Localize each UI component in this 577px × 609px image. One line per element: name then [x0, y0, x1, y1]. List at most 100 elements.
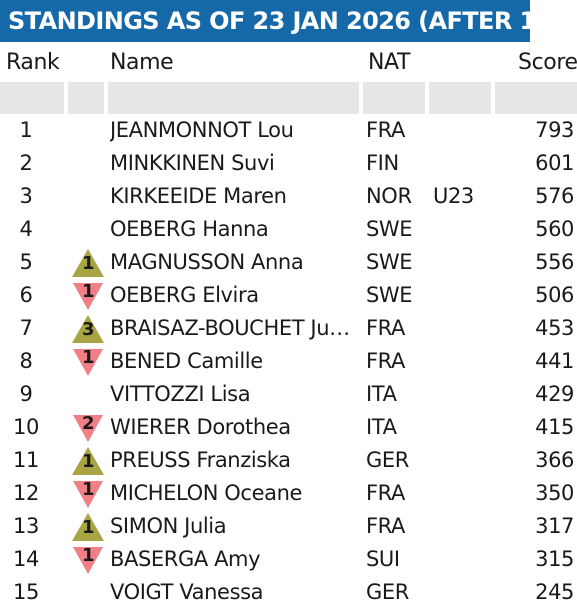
athlete-name: OEBERG Hanna	[110, 217, 269, 241]
category-badge	[433, 411, 493, 444]
score-value: 366	[535, 448, 574, 472]
category-badge	[433, 510, 493, 543]
rank-column-header[interactable]: Rank	[6, 50, 60, 75]
table-row[interactable]: 10 2 WIERER Dorothea ITA 415	[0, 411, 577, 444]
nation-code: ITA	[366, 415, 397, 439]
rank-down-icon	[73, 547, 103, 574]
rank-cell: 12	[13, 481, 39, 505]
athlete-name: JEANMONNOT Lou	[110, 118, 294, 142]
rank-change-cell: 1	[70, 345, 106, 378]
rank-change-cell: 1	[70, 477, 106, 510]
category-badge	[433, 114, 493, 147]
athlete-name: MAGNUSSON Anna	[110, 250, 304, 274]
table-row[interactable]: 15 VOIGT Vanessa GER 245	[0, 576, 577, 609]
rank-change-cell: 1	[70, 444, 106, 477]
category-badge	[433, 378, 493, 411]
rank-down-icon	[73, 283, 103, 310]
nation-code: SWE	[366, 217, 413, 241]
category-badge	[433, 444, 493, 477]
nation-code: FRA	[366, 481, 405, 505]
rank-change-value: 1	[81, 281, 95, 302]
rank-down-icon	[73, 415, 103, 442]
header-bar-change	[68, 82, 104, 114]
score-value: 350	[535, 481, 574, 505]
rank-up-icon	[72, 447, 104, 475]
table-row[interactable]: 6 1 OEBERG Elvira SWE 506	[0, 279, 577, 312]
athlete-name: SIMON Julia	[110, 514, 227, 538]
category-badge	[433, 279, 493, 312]
table-row[interactable]: 12 1 MICHELON Oceane FRA 350	[0, 477, 577, 510]
rank-change-value: 1	[81, 545, 95, 566]
category-badge	[433, 213, 493, 246]
rank-change-cell	[70, 147, 106, 180]
rank-cell: 13	[13, 514, 39, 538]
header-bar-nat	[363, 82, 425, 114]
table-row[interactable]: 11 1 PREUSS Franziska GER 366	[0, 444, 577, 477]
rank-cell: 9	[19, 382, 33, 406]
athlete-name: PREUSS Franziska	[110, 448, 291, 472]
category-badge	[433, 543, 493, 576]
rank-change-cell: 2	[70, 411, 106, 444]
table-row[interactable]: 4 OEBERG Hanna SWE 560	[0, 213, 577, 246]
score-value: 560	[535, 217, 574, 241]
score-value: 429	[535, 382, 574, 406]
score-column-header[interactable]: Score	[518, 50, 577, 75]
table-row[interactable]: 5 1 MAGNUSSON Anna SWE 556	[0, 246, 577, 279]
rank-cell: 7	[19, 316, 33, 340]
rank-cell: 1	[19, 118, 33, 142]
rank-cell: 11	[13, 448, 39, 472]
table-row[interactable]: 8 1 BENED Camille FRA 441	[0, 345, 577, 378]
table-row[interactable]: 14 1 BASERGA Amy SUI 315	[0, 543, 577, 576]
rank-change-value: 1	[81, 479, 95, 500]
rank-down-icon	[73, 481, 103, 508]
rank-cell: 5	[19, 250, 33, 274]
score-value: 506	[535, 283, 574, 307]
rank-change-value: 1	[81, 347, 95, 368]
category-badge	[433, 576, 493, 609]
rank-cell: 15	[13, 580, 39, 604]
nation-code: NOR	[366, 184, 412, 208]
athlete-name: VOIGT Vanessa	[110, 580, 264, 604]
score-value: 576	[535, 184, 574, 208]
table-row[interactable]: 2 MINKKINEN Suvi FIN 601	[0, 147, 577, 180]
category-badge	[433, 312, 493, 345]
nation-code: ITA	[366, 382, 397, 406]
header-bar-rank	[0, 82, 64, 114]
rank-change-cell	[70, 180, 106, 213]
rank-down-icon	[73, 349, 103, 376]
category-badge	[433, 345, 493, 378]
nat-column-header[interactable]: NAT	[368, 50, 411, 75]
score-value: 317	[535, 514, 574, 538]
table-row[interactable]: 9 VITTOZZI Lisa ITA 429	[0, 378, 577, 411]
rank-change-cell: 1	[70, 246, 106, 279]
name-column-header[interactable]: Name	[110, 50, 174, 75]
score-value: 245	[535, 580, 574, 604]
rank-change-value: 1	[81, 253, 95, 274]
rank-cell: 8	[19, 349, 33, 373]
rank-change-value: 1	[81, 451, 95, 472]
rank-up-icon	[72, 513, 104, 541]
rank-change-value: 2	[81, 413, 95, 434]
athlete-name: MICHELON Oceane	[110, 481, 302, 505]
athlete-name: MINKKINEN Suvi	[110, 151, 275, 175]
nation-code: SWE	[366, 283, 413, 307]
table-row[interactable]: 3 KIRKEEIDE Maren NOR U23 576	[0, 180, 577, 213]
header-bar-name	[108, 82, 359, 114]
header-bar-score	[495, 82, 577, 114]
score-value: 453	[535, 316, 574, 340]
rank-up-icon	[72, 315, 104, 343]
rank-cell: 6	[19, 283, 33, 307]
score-value: 441	[535, 349, 574, 373]
table-row[interactable]: 13 1 SIMON Julia FRA 317	[0, 510, 577, 543]
score-value: 601	[535, 151, 574, 175]
nation-code: GER	[366, 448, 409, 472]
rank-cell: 10	[13, 415, 39, 439]
rank-change-cell	[70, 576, 106, 609]
category-badge	[433, 147, 493, 180]
score-value: 315	[535, 547, 574, 571]
table-row[interactable]: 1 JEANMONNOT Lou FRA 793	[0, 114, 577, 147]
rank-cell: 14	[13, 547, 39, 571]
nation-code: SWE	[366, 250, 413, 274]
table-row[interactable]: 7 3 BRAISAZ-BOUCHET Ju… FRA 453	[0, 312, 577, 345]
header-bar-category	[429, 82, 491, 114]
